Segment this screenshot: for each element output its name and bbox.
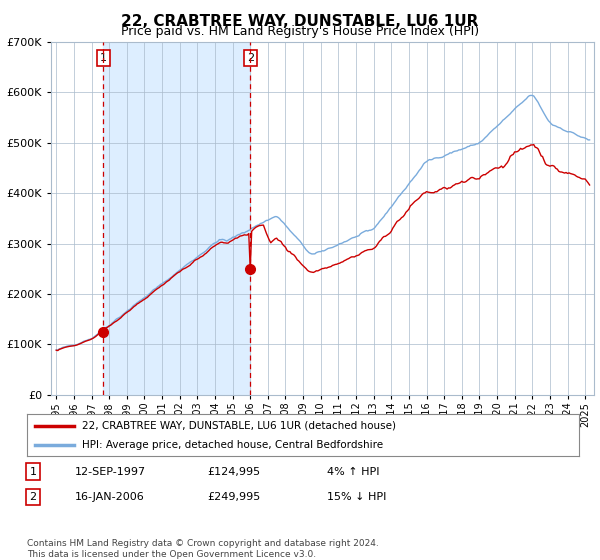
Text: 2: 2 bbox=[247, 53, 254, 63]
Text: 1: 1 bbox=[100, 53, 107, 63]
Text: 1: 1 bbox=[29, 466, 37, 477]
Text: Contains HM Land Registry data © Crown copyright and database right 2024.
This d: Contains HM Land Registry data © Crown c… bbox=[27, 539, 379, 559]
Text: 22, CRABTREE WAY, DUNSTABLE, LU6 1UR (detached house): 22, CRABTREE WAY, DUNSTABLE, LU6 1UR (de… bbox=[82, 421, 396, 431]
Text: 2: 2 bbox=[29, 492, 37, 502]
Text: HPI: Average price, detached house, Central Bedfordshire: HPI: Average price, detached house, Cent… bbox=[82, 440, 383, 450]
Text: 16-JAN-2006: 16-JAN-2006 bbox=[75, 492, 145, 502]
Text: £124,995: £124,995 bbox=[207, 466, 260, 477]
Text: 12-SEP-1997: 12-SEP-1997 bbox=[75, 466, 146, 477]
Text: £249,995: £249,995 bbox=[207, 492, 260, 502]
Text: 22, CRABTREE WAY, DUNSTABLE, LU6 1UR: 22, CRABTREE WAY, DUNSTABLE, LU6 1UR bbox=[121, 14, 479, 29]
Text: Price paid vs. HM Land Registry's House Price Index (HPI): Price paid vs. HM Land Registry's House … bbox=[121, 25, 479, 38]
Text: 15% ↓ HPI: 15% ↓ HPI bbox=[327, 492, 386, 502]
Text: 4% ↑ HPI: 4% ↑ HPI bbox=[327, 466, 380, 477]
Bar bbox=[103, 42, 250, 395]
